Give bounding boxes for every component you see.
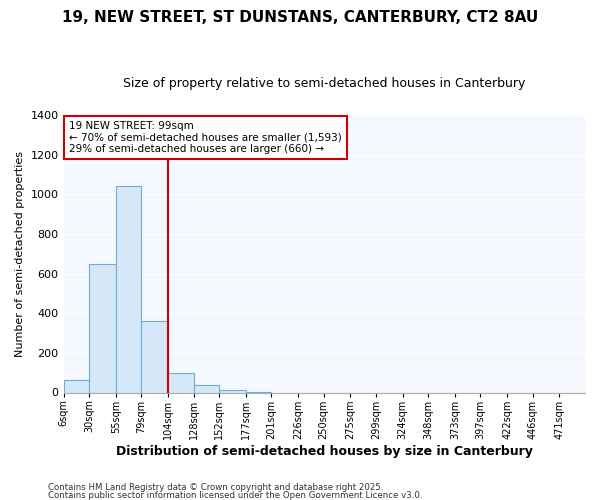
Y-axis label: Number of semi-detached properties: Number of semi-detached properties bbox=[15, 151, 25, 357]
Text: 19, NEW STREET, ST DUNSTANS, CANTERBURY, CT2 8AU: 19, NEW STREET, ST DUNSTANS, CANTERBURY,… bbox=[62, 10, 538, 25]
Bar bbox=[219, 390, 246, 392]
Bar bbox=[89, 264, 116, 392]
Bar bbox=[168, 372, 194, 392]
Text: Contains HM Land Registry data © Crown copyright and database right 2025.: Contains HM Land Registry data © Crown c… bbox=[48, 484, 383, 492]
Bar bbox=[142, 321, 168, 392]
Title: Size of property relative to semi-detached houses in Canterbury: Size of property relative to semi-detach… bbox=[123, 78, 526, 90]
Bar bbox=[116, 186, 142, 392]
Bar bbox=[194, 384, 219, 392]
X-axis label: Distribution of semi-detached houses by size in Canterbury: Distribution of semi-detached houses by … bbox=[116, 444, 533, 458]
Bar bbox=[64, 380, 89, 392]
Text: Contains public sector information licensed under the Open Government Licence v3: Contains public sector information licen… bbox=[48, 490, 422, 500]
Text: 19 NEW STREET: 99sqm
← 70% of semi-detached houses are smaller (1,593)
29% of se: 19 NEW STREET: 99sqm ← 70% of semi-detac… bbox=[69, 121, 341, 154]
